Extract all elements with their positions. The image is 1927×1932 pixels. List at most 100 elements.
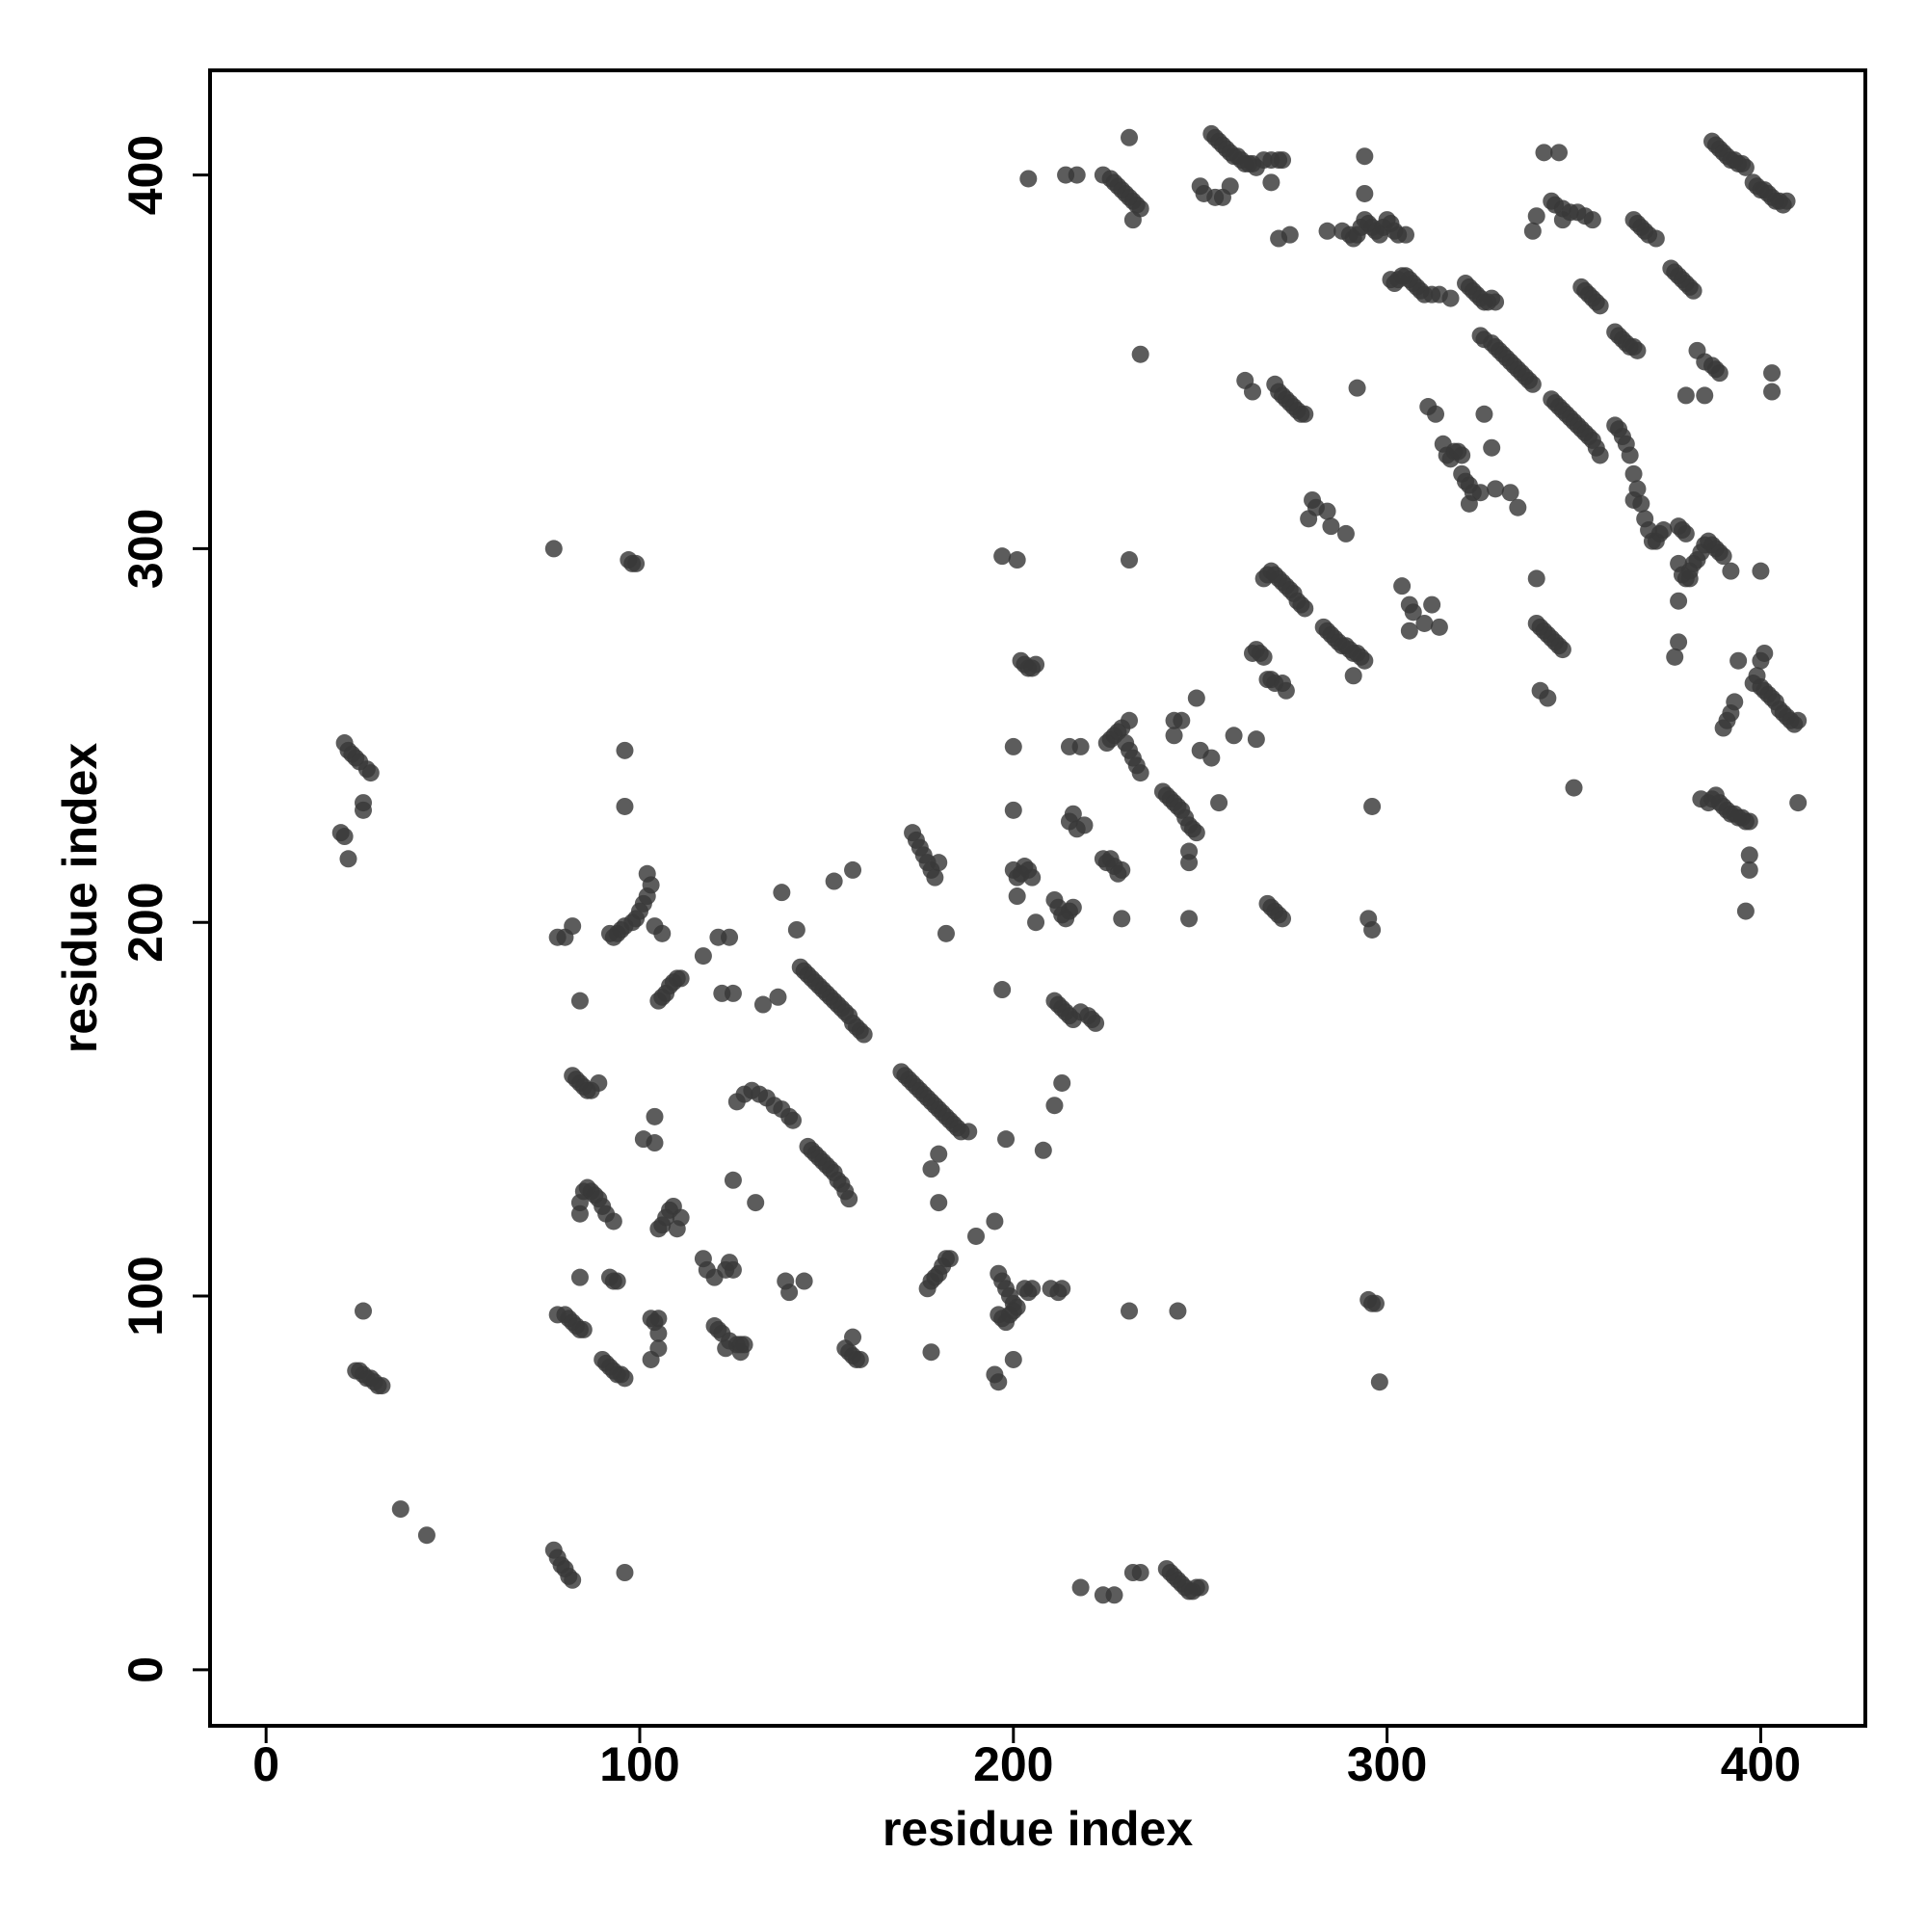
point — [1583, 211, 1601, 229]
point — [967, 1227, 986, 1245]
point — [556, 928, 574, 946]
point — [355, 801, 373, 819]
point — [855, 1025, 873, 1044]
point — [926, 868, 944, 887]
point — [570, 1204, 589, 1223]
point — [1087, 1014, 1105, 1032]
point — [616, 741, 634, 759]
point — [1539, 689, 1557, 707]
point — [1123, 211, 1142, 229]
point — [1274, 910, 1292, 928]
point — [1075, 816, 1094, 834]
x-tick-label: 200 — [973, 1737, 1053, 1791]
point — [1068, 166, 1086, 184]
point — [1591, 446, 1609, 464]
point — [1113, 910, 1131, 928]
point — [986, 1212, 1004, 1231]
point — [1344, 667, 1362, 685]
point — [1165, 727, 1183, 745]
point — [1210, 794, 1228, 812]
point — [1027, 655, 1045, 674]
point — [1053, 1280, 1071, 1298]
point — [653, 924, 672, 942]
point — [646, 1134, 664, 1152]
point — [339, 850, 357, 868]
point — [355, 1302, 373, 1320]
point — [1121, 128, 1139, 146]
point — [1019, 170, 1038, 188]
point — [1180, 842, 1199, 860]
point — [1676, 386, 1695, 405]
point — [1763, 364, 1782, 383]
point — [1755, 644, 1774, 662]
point — [694, 947, 712, 966]
point — [724, 1171, 742, 1189]
plot-frame — [208, 68, 1867, 1728]
point — [616, 797, 634, 815]
point — [1535, 144, 1553, 162]
point — [960, 1123, 978, 1141]
point — [1471, 484, 1490, 502]
point — [1187, 689, 1205, 707]
point — [335, 828, 354, 846]
point — [1004, 801, 1022, 819]
y-axis-title: residue index — [53, 743, 107, 1054]
point — [1318, 222, 1336, 240]
point — [1221, 177, 1239, 196]
point — [1027, 913, 1045, 932]
point — [604, 1212, 622, 1231]
point — [1008, 887, 1026, 906]
point — [1071, 1578, 1090, 1597]
point — [672, 1208, 690, 1227]
point — [608, 1272, 626, 1290]
point — [1034, 1141, 1052, 1159]
point — [937, 924, 955, 942]
point — [417, 1526, 436, 1545]
point — [1487, 480, 1505, 498]
point — [717, 1339, 735, 1358]
point — [1710, 364, 1729, 383]
point — [1714, 547, 1732, 566]
point — [1624, 464, 1643, 483]
point — [1393, 577, 1412, 595]
point — [1549, 144, 1568, 162]
point — [1441, 289, 1460, 307]
point — [795, 1272, 813, 1290]
point — [1336, 524, 1355, 543]
point — [930, 1194, 948, 1212]
point — [1404, 603, 1422, 622]
point — [1696, 386, 1714, 405]
point — [1736, 158, 1755, 176]
point — [1628, 341, 1647, 359]
point — [1740, 846, 1758, 864]
point — [1045, 1097, 1064, 1115]
point — [1004, 737, 1022, 755]
point — [922, 1343, 940, 1362]
point — [1591, 297, 1609, 315]
point — [1322, 517, 1340, 536]
point — [1647, 229, 1665, 248]
y-tick-label: 100 — [119, 1256, 172, 1336]
point — [1356, 651, 1374, 670]
point — [1173, 711, 1191, 729]
point — [1296, 405, 1314, 423]
point — [574, 1320, 593, 1338]
y-tick-label: 400 — [119, 135, 172, 215]
point — [1460, 494, 1478, 513]
point — [851, 1350, 869, 1368]
point — [1670, 633, 1688, 651]
point — [1023, 868, 1042, 887]
point — [1553, 641, 1571, 659]
point — [373, 1377, 391, 1395]
point — [1348, 379, 1366, 397]
point — [1621, 446, 1639, 464]
point — [672, 969, 690, 988]
point — [1008, 1298, 1026, 1316]
point — [1064, 898, 1082, 916]
point — [930, 1145, 948, 1163]
point — [1423, 595, 1441, 614]
point — [1064, 805, 1082, 823]
point — [1740, 860, 1758, 879]
point — [769, 988, 787, 1006]
